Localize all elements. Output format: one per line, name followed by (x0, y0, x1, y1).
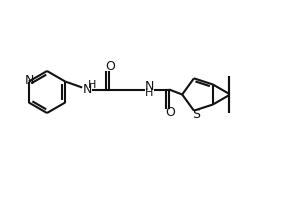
Text: O: O (105, 60, 115, 73)
Text: O: O (165, 106, 175, 119)
Text: H: H (88, 80, 96, 90)
Text: N: N (145, 80, 154, 93)
Text: N: N (82, 83, 92, 96)
Text: S: S (192, 108, 200, 121)
Text: H: H (145, 88, 153, 98)
Text: N: N (25, 74, 34, 87)
